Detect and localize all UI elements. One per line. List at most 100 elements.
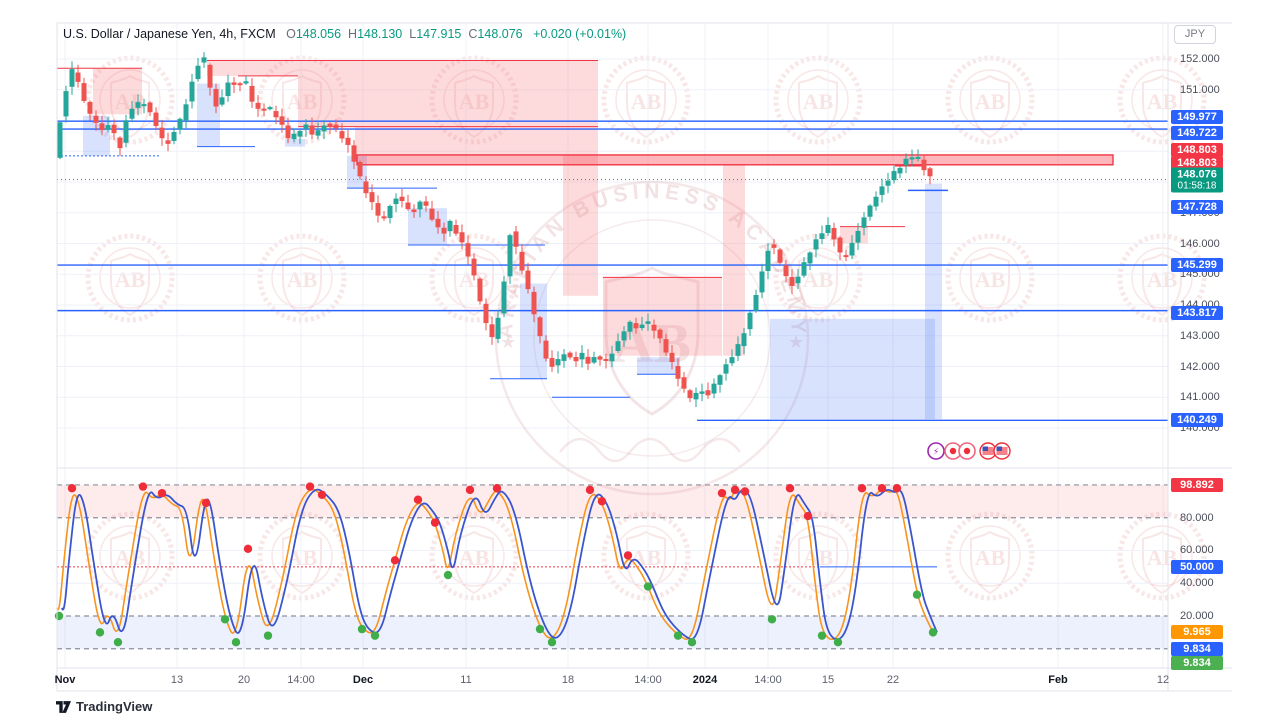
overbought-dot <box>430 518 440 527</box>
candle-down <box>87 101 93 114</box>
candle-down <box>681 377 687 389</box>
overbought-dot <box>740 487 750 496</box>
oversold-dot <box>767 615 777 624</box>
candle-up <box>795 276 801 284</box>
candle-up <box>141 104 147 107</box>
candle-down <box>351 145 357 162</box>
oversold-dot <box>928 628 938 637</box>
economic-event-icon[interactable] <box>958 442 976 460</box>
candle-down <box>339 131 345 139</box>
time-tick: 14:00 <box>754 674 782 686</box>
candle-up <box>591 357 597 363</box>
candle-down <box>117 137 123 149</box>
tradingview-attribution[interactable]: TradingView <box>56 699 152 714</box>
candle-up <box>321 125 327 132</box>
overbought-dot <box>585 485 595 495</box>
candle-down <box>411 209 417 213</box>
candle-up <box>195 65 201 80</box>
overbought-dot <box>892 484 902 493</box>
candle-down <box>477 278 483 302</box>
candle-down <box>783 265 789 277</box>
oversold-dot <box>95 628 105 637</box>
candle-down <box>453 224 459 234</box>
supply-zone <box>207 60 598 76</box>
candle-up <box>615 341 621 351</box>
candle-down <box>237 83 243 86</box>
demand-zone <box>637 357 680 375</box>
candle-down <box>81 83 87 101</box>
overbought-dot <box>623 551 633 560</box>
ohlc-values: O148.056 H148.130 L147.915 C148.076 <box>279 27 523 41</box>
candle-down <box>585 356 591 364</box>
candle-down <box>279 116 285 125</box>
ohlc-label: L <box>409 27 417 41</box>
candle-up <box>747 312 753 330</box>
candle-up <box>243 81 249 84</box>
demand-zone <box>925 183 942 420</box>
candle-up <box>915 156 921 159</box>
candle-up <box>813 239 819 250</box>
time-tick: 18 <box>561 674 575 686</box>
candle-down <box>213 88 219 107</box>
watermark-badge <box>260 514 344 598</box>
candle-down <box>657 329 663 339</box>
candle-down <box>285 125 291 139</box>
candle-down <box>159 127 165 139</box>
watermark-star-right: ★ <box>788 332 804 352</box>
ohlc-label: H <box>348 27 358 41</box>
candle-down <box>537 317 543 337</box>
price-axis-label: 142.000 <box>1180 360 1220 373</box>
candle-up <box>123 120 129 143</box>
time-axis[interactable] <box>57 668 1168 691</box>
time-tick: 20 <box>237 674 251 686</box>
time-tick: 12 <box>1156 674 1170 686</box>
candle-up <box>417 201 423 210</box>
candle-up <box>183 104 189 121</box>
pane-borders <box>56 22 1232 692</box>
candle-down <box>423 201 429 206</box>
candle-down <box>663 339 669 353</box>
flash-event-icon[interactable]: ⚡ <box>927 442 945 460</box>
oversold-dot <box>220 615 230 624</box>
oversold-dot <box>833 638 843 647</box>
time-tick: 22 <box>886 674 900 686</box>
oversold-dot <box>912 590 922 599</box>
overbought-dot <box>597 497 607 506</box>
candle-down <box>309 125 315 135</box>
candle-down <box>429 208 435 220</box>
candle-up <box>807 252 813 264</box>
watermark-badge <box>260 236 344 320</box>
candle-down <box>375 203 381 216</box>
candle-down <box>837 237 843 253</box>
candle-down <box>831 227 837 240</box>
svg-text:⚡: ⚡ <box>933 447 939 457</box>
oversold-dot <box>687 638 697 647</box>
symbol-title-bar[interactable]: U.S. Dollar / Japanese Yen, 4h, FXCM O14… <box>63 27 626 41</box>
price-axis-label: 146.000 <box>1180 237 1220 250</box>
us-flag-event-icon[interactable] <box>993 442 1011 460</box>
candle-up <box>171 132 177 142</box>
price-badge: 140.249 <box>1171 413 1223 428</box>
candle-up <box>189 81 195 102</box>
price-badge: 149.722 <box>1171 126 1223 141</box>
watermark-big-shield <box>604 266 700 416</box>
watermark-badge <box>88 236 172 320</box>
key-supply-band <box>356 154 1114 166</box>
supply-zone <box>93 68 142 115</box>
oversold-dot <box>54 611 64 621</box>
overbought-dot <box>877 484 887 493</box>
currency-toggle-button[interactable]: JPY <box>1174 25 1216 44</box>
candle-up <box>495 317 501 339</box>
candle-down <box>675 365 681 379</box>
event-icons[interactable]: ⚡ <box>927 442 1011 460</box>
watermark-badge <box>88 514 172 598</box>
supply-demand-zones <box>83 60 1114 420</box>
oversold-dot <box>113 638 123 647</box>
oversold-dot <box>357 624 367 634</box>
candle-up <box>693 392 699 400</box>
time-tick: 11 <box>460 674 472 686</box>
candle-down <box>93 115 99 123</box>
price-badge: 149.977 <box>1171 110 1223 125</box>
